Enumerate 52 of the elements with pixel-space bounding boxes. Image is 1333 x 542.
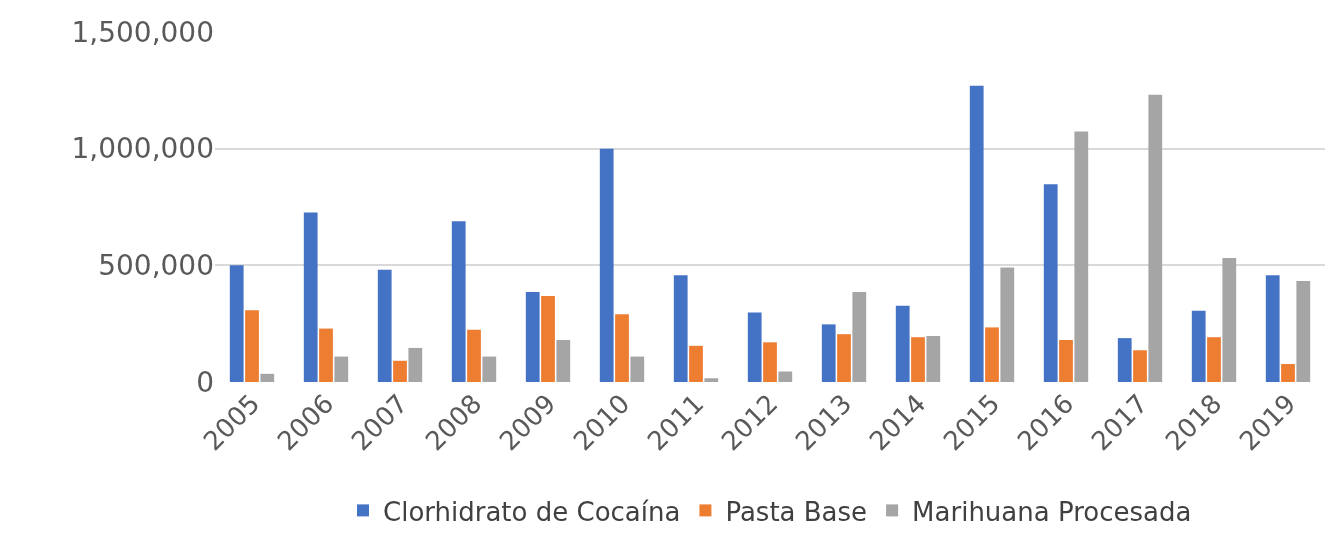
bar xyxy=(821,324,836,382)
bar xyxy=(852,291,867,382)
bar xyxy=(704,378,719,382)
bar xyxy=(525,291,540,382)
bar xyxy=(1148,94,1163,382)
bar xyxy=(377,269,392,382)
bar xyxy=(1296,280,1311,382)
bar xyxy=(393,360,407,382)
bar xyxy=(1117,338,1132,382)
bar xyxy=(451,221,466,382)
bar xyxy=(229,265,244,382)
bar xyxy=(1191,310,1206,382)
bar xyxy=(260,373,275,382)
bar xyxy=(630,356,645,382)
bar xyxy=(969,85,984,382)
bar xyxy=(673,275,688,382)
y-tick-label: 1,000,000 xyxy=(71,132,214,166)
bar xyxy=(1059,340,1073,382)
bar xyxy=(1207,337,1221,382)
bar xyxy=(689,345,703,382)
bar xyxy=(556,340,571,382)
bar xyxy=(541,295,555,382)
bar xyxy=(1222,258,1237,382)
y-tick-label: 1,500,000 xyxy=(71,15,214,49)
bar xyxy=(303,212,318,382)
legend-label: Marihuana Procesada xyxy=(912,496,1192,527)
bar xyxy=(334,356,349,382)
bar xyxy=(1265,275,1280,382)
bar xyxy=(467,329,481,382)
bar xyxy=(985,327,999,382)
bar xyxy=(895,305,910,382)
bar xyxy=(319,328,333,382)
legend-label: Clorhidrato de Cocaína xyxy=(383,496,681,527)
bar xyxy=(911,337,925,382)
bar xyxy=(408,347,423,382)
bar xyxy=(747,312,762,382)
y-tick-label: 0 xyxy=(196,365,214,399)
legend-label: Pasta Base xyxy=(725,496,868,527)
bar xyxy=(1074,131,1089,382)
bar xyxy=(599,148,614,382)
bar xyxy=(1043,184,1058,382)
y-tick-label: 500,000 xyxy=(98,249,214,283)
bar xyxy=(837,334,851,382)
bar xyxy=(1281,364,1295,382)
bar xyxy=(615,314,629,382)
bar xyxy=(1133,350,1147,382)
bar xyxy=(1000,267,1015,382)
bar xyxy=(763,342,777,382)
bar xyxy=(245,310,259,382)
bar xyxy=(778,371,793,382)
bar xyxy=(482,356,497,382)
bar xyxy=(926,336,941,382)
